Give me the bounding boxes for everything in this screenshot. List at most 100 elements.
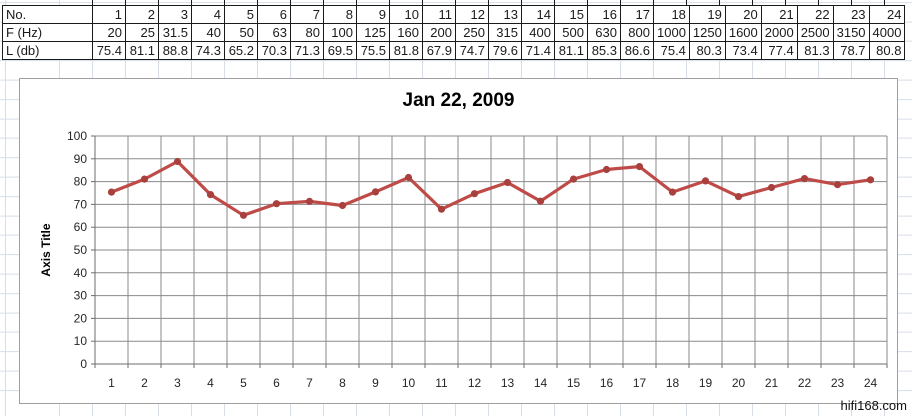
- table-cell[interactable]: 18: [653, 5, 690, 24]
- table-cell[interactable]: 100: [323, 23, 357, 42]
- table-cell[interactable]: 78.7: [832, 41, 870, 60]
- table-cell[interactable]: 4000: [868, 23, 906, 42]
- table-cell[interactable]: 23: [832, 5, 870, 24]
- table-cell[interactable]: 500: [554, 23, 588, 42]
- table-cell[interactable]: 86.6: [620, 41, 654, 60]
- table-cell[interactable]: 9: [356, 5, 390, 24]
- table-cell[interactable]: 74.7: [455, 41, 489, 60]
- data-point-marker[interactable]: [206, 191, 215, 199]
- table-cell[interactable]: 81.1: [125, 41, 159, 60]
- data-point-marker[interactable]: [569, 175, 578, 183]
- data-point-marker[interactable]: [437, 205, 446, 213]
- data-point-marker[interactable]: [338, 201, 347, 210]
- data-point-marker[interactable]: [767, 183, 776, 192]
- table-cell[interactable]: 7: [290, 5, 324, 24]
- data-point-marker[interactable]: [635, 163, 644, 171]
- table-cell[interactable]: 25: [125, 23, 159, 42]
- table-cell[interactable]: 3150: [832, 23, 870, 42]
- table-cell[interactable]: 13: [488, 5, 522, 24]
- table-cell[interactable]: 71.4: [521, 41, 555, 60]
- table-cell[interactable]: 77.4: [760, 41, 798, 60]
- table-cell[interactable]: 2000: [760, 23, 798, 42]
- data-point-marker[interactable]: [734, 193, 743, 201]
- table-cell[interactable]: 69.5: [323, 41, 357, 60]
- table-cell[interactable]: 75.5: [356, 41, 390, 60]
- table-cell[interactable]: 74.3: [191, 41, 225, 60]
- data-point-marker[interactable]: [305, 197, 314, 205]
- table-cell[interactable]: 10: [389, 5, 423, 24]
- table-cell[interactable]: 2500: [796, 23, 834, 42]
- table-cell[interactable]: 40: [191, 23, 225, 42]
- table-cell[interactable]: 81.8: [389, 41, 423, 60]
- table-cell[interactable]: 88.8: [158, 41, 192, 60]
- row-label-cell[interactable]: L (db): [2, 41, 93, 60]
- table-cell[interactable]: 24: [868, 5, 906, 24]
- table-cell[interactable]: 800: [620, 23, 654, 42]
- table-cell[interactable]: 67.9: [422, 41, 456, 60]
- table-cell[interactable]: 22: [796, 5, 834, 24]
- data-point-marker[interactable]: [536, 197, 545, 205]
- table-cell[interactable]: 12: [455, 5, 489, 24]
- data-point-marker[interactable]: [140, 175, 149, 183]
- table-cell[interactable]: 50: [224, 23, 258, 42]
- table-cell[interactable]: 20: [724, 5, 762, 24]
- table-cell[interactable]: 80.8: [868, 41, 906, 60]
- table-cell[interactable]: 200: [422, 23, 456, 42]
- data-point-marker[interactable]: [470, 190, 479, 198]
- table-cell[interactable]: 125: [356, 23, 390, 42]
- series-line[interactable]: [109, 159, 873, 217]
- data-point-marker[interactable]: [239, 211, 248, 219]
- row-label-cell[interactable]: F (Hz): [2, 23, 93, 42]
- data-point-marker[interactable]: [503, 178, 512, 187]
- table-cell[interactable]: 63: [257, 23, 291, 42]
- data-point-marker[interactable]: [701, 177, 710, 185]
- table-cell[interactable]: 14: [521, 5, 555, 24]
- table-cell[interactable]: 80: [290, 23, 324, 42]
- table-cell[interactable]: 73.4: [724, 41, 762, 60]
- table-cell[interactable]: 79.6: [488, 41, 522, 60]
- table-cell[interactable]: 65.2: [224, 41, 258, 60]
- data-point-marker[interactable]: [371, 188, 380, 196]
- table-cell[interactable]: 6: [257, 5, 291, 24]
- table-cell[interactable]: 5: [224, 5, 258, 24]
- table-cell[interactable]: 80.3: [688, 41, 726, 60]
- table-cell[interactable]: 70.3: [257, 41, 291, 60]
- data-point-marker[interactable]: [272, 200, 281, 208]
- data-point-marker[interactable]: [602, 165, 611, 174]
- table-cell[interactable]: 400: [521, 23, 555, 42]
- table-cell[interactable]: 11: [422, 5, 456, 24]
- table-cell[interactable]: 250: [455, 23, 489, 42]
- table-cell[interactable]: 16: [587, 5, 621, 24]
- table-cell[interactable]: 3: [158, 5, 192, 24]
- table-cell[interactable]: 17: [620, 5, 654, 24]
- row-label-cell[interactable]: No.: [2, 5, 93, 24]
- table-cell[interactable]: 31.5: [158, 23, 192, 42]
- data-point-marker[interactable]: [833, 181, 842, 189]
- data-point-marker[interactable]: [173, 157, 182, 166]
- chart[interactable]: Jan 22, 2009 Axis Title 0 10 20 30 40 50 60 70 8…: [19, 78, 898, 404]
- table-cell[interactable]: 2: [125, 5, 159, 24]
- table-cell[interactable]: 1600: [724, 23, 762, 42]
- data-point-marker[interactable]: [404, 173, 413, 182]
- table-cell[interactable]: 315: [488, 23, 522, 42]
- table-cell[interactable]: 630: [587, 23, 621, 42]
- table-cell[interactable]: 75.4: [92, 41, 126, 60]
- table-cell[interactable]: 8: [323, 5, 357, 24]
- table-cell[interactable]: 1: [92, 5, 126, 24]
- table-cell[interactable]: 81.1: [554, 41, 588, 60]
- data-point-marker[interactable]: [866, 176, 875, 184]
- table-cell[interactable]: 4: [191, 5, 225, 24]
- table-cell[interactable]: 160: [389, 23, 423, 42]
- table-cell[interactable]: 71.3: [290, 41, 324, 60]
- table-cell[interactable]: 85.3: [587, 41, 621, 60]
- data-point-marker[interactable]: [107, 188, 116, 196]
- data-point-marker[interactable]: [668, 188, 677, 196]
- table-cell[interactable]: 15: [554, 5, 588, 24]
- table-cell[interactable]: 1000: [653, 23, 690, 42]
- table-cell[interactable]: 19: [688, 5, 726, 24]
- table-cell[interactable]: 1250: [688, 23, 726, 42]
- table-cell[interactable]: 81.3: [796, 41, 834, 60]
- table-cell[interactable]: 20: [92, 23, 126, 42]
- table-cell[interactable]: 21: [760, 5, 798, 24]
